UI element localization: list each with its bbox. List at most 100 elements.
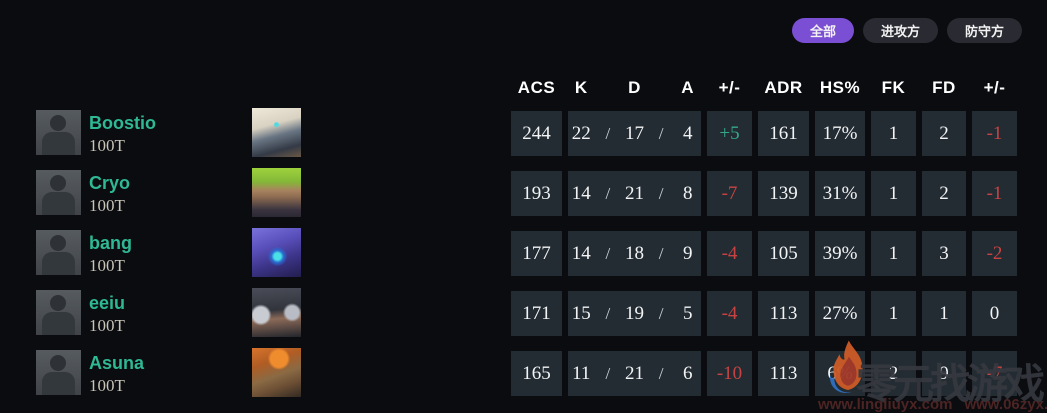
header-fk: FK (881, 78, 906, 97)
fk-fd-diff-value: 0 (972, 291, 1017, 336)
assists-value: 5 (682, 302, 693, 324)
assists-value: 6 (682, 362, 693, 384)
player-photo (36, 230, 81, 275)
acs-value: 244 (511, 111, 562, 156)
kda-separator: / (605, 363, 611, 383)
fd-value: 9 (922, 351, 966, 396)
fd-value: 2 (922, 111, 966, 156)
kda-separator: / (658, 123, 664, 143)
player-photo (36, 350, 81, 395)
deaths-value: 21 (624, 182, 644, 204)
fk-fd-diff-value: -1 (972, 171, 1017, 216)
team-name: 100T (89, 196, 125, 215)
kda-separator: / (605, 303, 611, 323)
hs-percent-value: 31% (815, 171, 865, 216)
fk-value: 1 (871, 291, 916, 336)
adr-value: 113 (758, 351, 809, 396)
hs-percent-value: 39% (815, 231, 865, 276)
player-photo (36, 170, 81, 215)
acs-value: 165 (511, 351, 562, 396)
kills-value: 15 (571, 302, 591, 324)
kills-value: 14 (571, 182, 591, 204)
plus-minus-value: +5 (707, 111, 752, 156)
agent-icon-iso (252, 168, 301, 217)
plus-minus-value: -4 (707, 231, 752, 276)
player-name[interactable]: eeiu (89, 293, 126, 313)
kda-cell: 15 / 19 / 5 (568, 291, 701, 336)
adr-value: 139 (758, 171, 809, 216)
agent-icon-omen (252, 228, 301, 277)
team-name: 100T (89, 136, 125, 155)
kda-cell: 22 / 17 / 4 (568, 111, 701, 156)
header-plus-minus: +/- (718, 78, 741, 97)
team-name: 100T (89, 316, 125, 335)
fd-value: 2 (922, 171, 966, 216)
team-name: 100T (89, 256, 125, 275)
header-hs-percent: HS% (819, 78, 861, 97)
header-fd: FD (932, 78, 956, 97)
kda-separator: / (658, 363, 664, 383)
fd-value: 1 (922, 291, 966, 336)
kills-value: 22 (571, 122, 591, 144)
assists-value: 9 (682, 242, 693, 264)
hs-percent-value: 17% (815, 111, 865, 156)
header-acs: ACS (517, 78, 556, 97)
acs-value: 177 (511, 231, 562, 276)
header-kills: K (574, 78, 588, 97)
side-filter-group: 全部 进攻方 防守方 (791, 18, 1022, 43)
filter-all-button[interactable]: 全部 (791, 18, 854, 43)
player-name[interactable]: Asuna (89, 353, 145, 373)
player-row: eeiu 100T 171 15 / 19 / 5 -4 113 27% 1 1… (0, 288, 1047, 350)
stats-header-row: ACS K D A +/- ADR HS% FK FD +/- (511, 78, 1021, 98)
acs-value: 193 (511, 171, 562, 216)
kda-cell: 14 / 18 / 9 (568, 231, 701, 276)
plus-minus-value: -4 (707, 291, 752, 336)
player-row: Asuna 100T 165 11 / 21 / 6 -10 113 6% 2 … (0, 348, 1047, 410)
kda-separator: / (605, 123, 611, 143)
fk-fd-diff-value: -2 (972, 231, 1017, 276)
agent-icon-raze (252, 348, 301, 397)
player-photo (36, 110, 81, 155)
fk-value: 1 (871, 111, 916, 156)
deaths-value: 17 (624, 122, 644, 144)
deaths-value: 18 (624, 242, 644, 264)
kda-separator: / (605, 183, 611, 203)
player-name[interactable]: Cryo (89, 173, 131, 193)
header-adr: ADR (764, 78, 803, 97)
fd-value: 3 (922, 231, 966, 276)
fk-value: 1 (871, 171, 916, 216)
filter-attack-button[interactable]: 进攻方 (862, 18, 938, 43)
fk-fd-diff-value: -1 (972, 111, 1017, 156)
kda-cell: 14 / 21 / 8 (568, 171, 701, 216)
deaths-value: 19 (624, 302, 644, 324)
player-name[interactable]: bang (89, 233, 132, 253)
agent-icon-cypher (252, 108, 301, 157)
player-row: Boostio 100T 244 22 / 17 / 4 +5 161 17% … (0, 108, 1047, 170)
player-photo (36, 290, 81, 335)
kda-cell: 11 / 21 / 6 (568, 351, 701, 396)
assists-value: 8 (682, 182, 693, 204)
agent-icon-fade (252, 288, 301, 337)
assists-value: 4 (682, 122, 693, 144)
adr-value: 105 (758, 231, 809, 276)
header-fk-fd-diff: +/- (983, 78, 1006, 97)
player-row: Cryo 100T 193 14 / 21 / 8 -7 139 31% 1 2… (0, 168, 1047, 230)
kills-value: 14 (571, 242, 591, 264)
fk-value: 1 (871, 231, 916, 276)
filter-defense-button[interactable]: 防守方 (946, 18, 1022, 43)
team-name: 100T (89, 376, 125, 395)
fk-fd-diff-value: -7 (972, 351, 1017, 396)
kda-separator: / (658, 303, 664, 323)
hs-percent-value: 6% (815, 351, 865, 396)
kda-separator: / (658, 183, 664, 203)
player-name[interactable]: Boostio (89, 113, 156, 133)
deaths-value: 21 (624, 362, 644, 384)
adr-value: 161 (758, 111, 809, 156)
kda-separator: / (605, 243, 611, 263)
kills-value: 11 (572, 362, 591, 384)
fk-value: 2 (871, 351, 916, 396)
header-deaths: D (628, 78, 641, 97)
header-kda: K D A (568, 78, 701, 98)
plus-minus-value: -7 (707, 171, 752, 216)
header-assists: A (681, 78, 695, 97)
